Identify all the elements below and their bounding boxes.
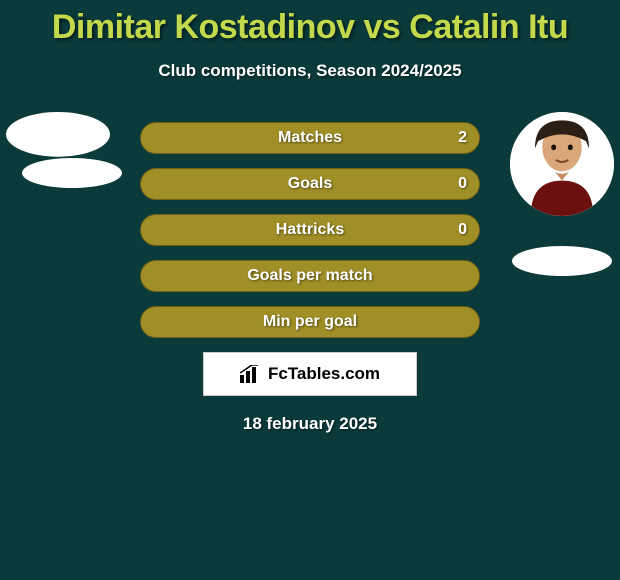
stat-bar-goals-per-match: Goals per match — [140, 260, 480, 292]
branding-box: FcTables.com — [203, 352, 417, 396]
stat-bar-min-per-goal: Min per goal — [140, 306, 480, 338]
stat-right-value: 2 — [458, 129, 467, 147]
page-title: Dimitar Kostadinov vs Catalin Itu — [0, 0, 620, 47]
stat-label: Goals per match — [247, 267, 372, 285]
player-left-club-badge — [22, 158, 122, 188]
date-text: 18 february 2025 — [140, 414, 480, 434]
stats-column: Matches 2 Goals 0 Hattricks 0 Goals per … — [140, 122, 480, 434]
stat-bar-matches: Matches 2 — [140, 122, 480, 154]
stat-bar-goals: Goals 0 — [140, 168, 480, 200]
bar-chart-icon — [240, 365, 262, 383]
player-right — [510, 112, 614, 276]
stat-right-value: 0 — [458, 221, 467, 239]
stat-label: Goals — [288, 175, 332, 193]
branding-text: FcTables.com — [268, 364, 380, 384]
player-right-photo — [510, 112, 614, 216]
player-left-photo — [6, 112, 110, 157]
stat-label: Matches — [278, 129, 342, 147]
subtitle: Club competitions, Season 2024/2025 — [0, 61, 620, 81]
player-left — [6, 112, 122, 188]
stat-right-value: 0 — [458, 175, 467, 193]
stat-bar-hattricks: Hattricks 0 — [140, 214, 480, 246]
stat-label: Hattricks — [276, 221, 344, 239]
stat-label: Min per goal — [263, 313, 357, 331]
avatar-icon — [510, 112, 614, 216]
player-right-club-badge — [512, 246, 612, 276]
